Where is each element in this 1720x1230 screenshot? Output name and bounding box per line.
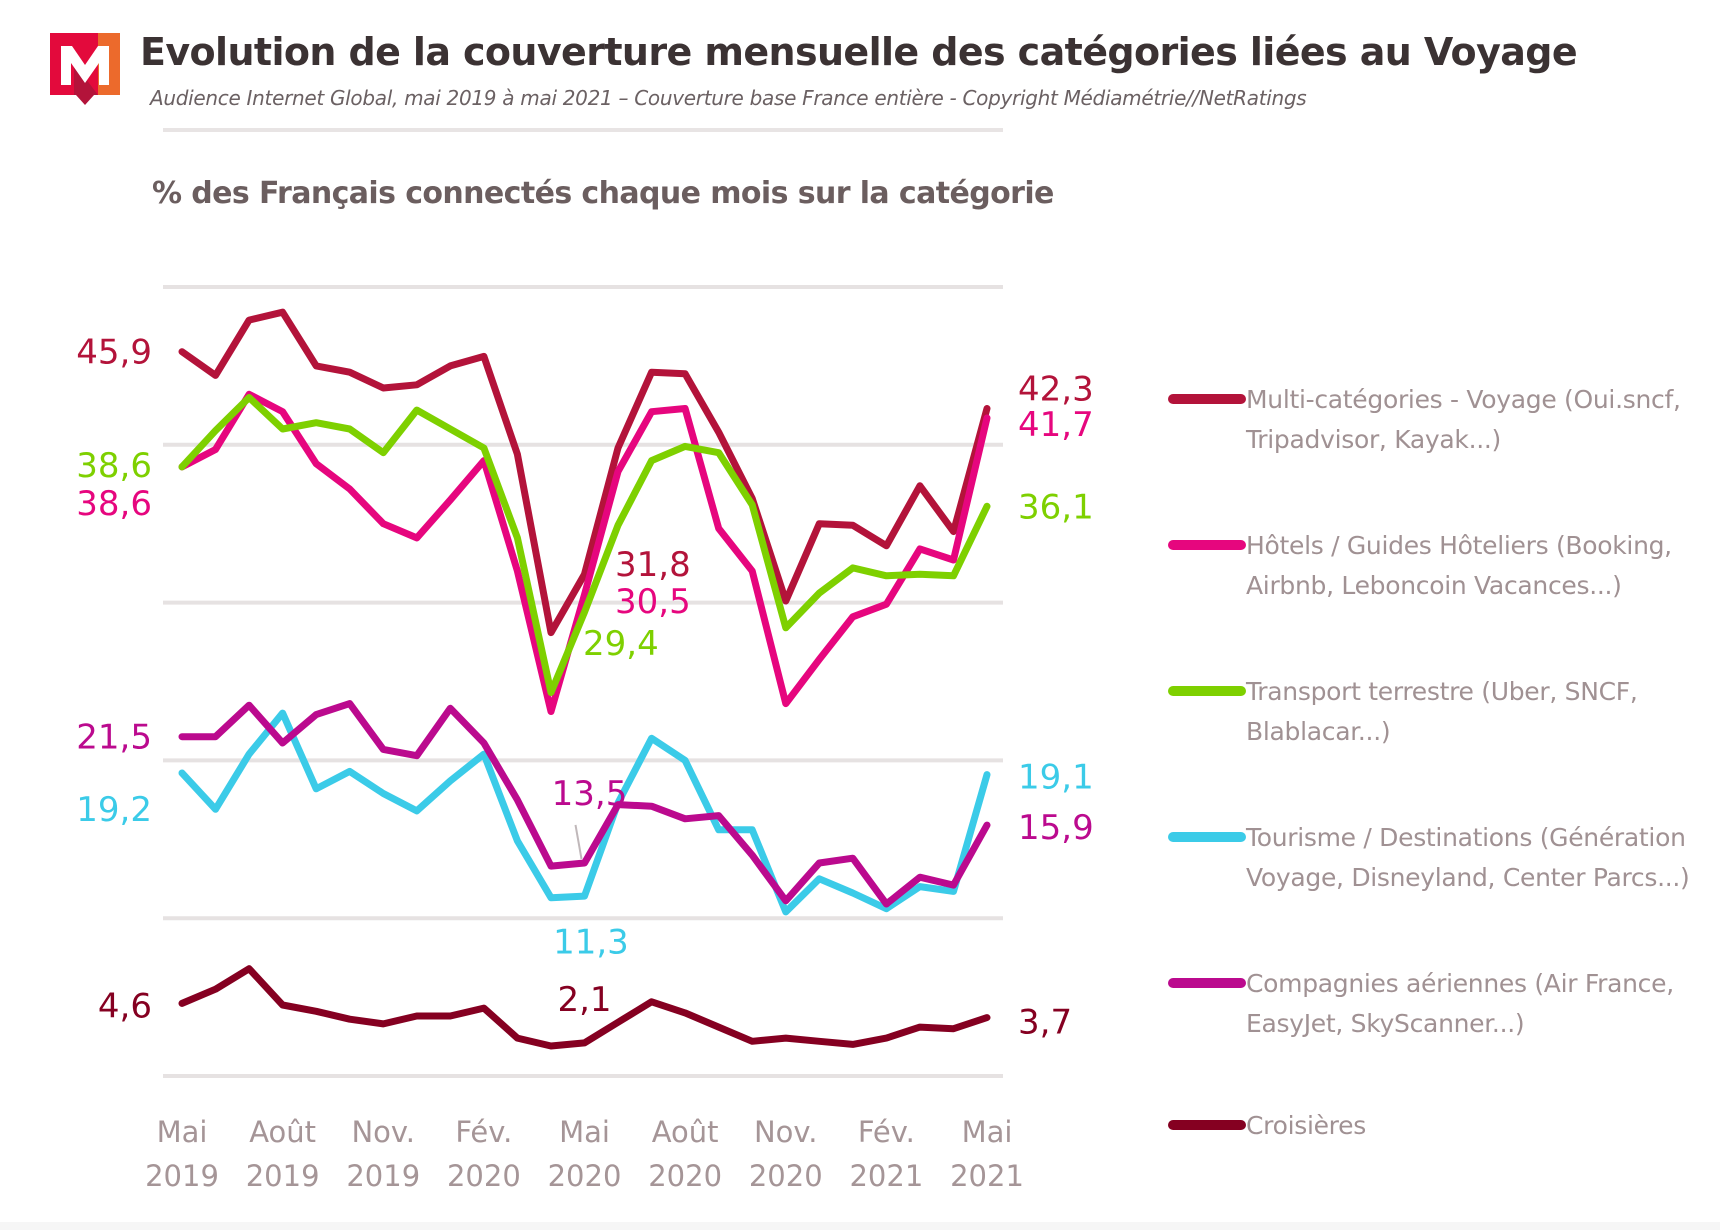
x-tick-label-year: 2020 bbox=[447, 1159, 521, 1193]
data-label: 38,6 bbox=[76, 484, 152, 524]
legend-label: Croisières bbox=[1246, 1111, 1366, 1140]
data-label: 41,7 bbox=[1018, 405, 1094, 445]
series-line-0 bbox=[178, 308, 991, 637]
x-tick-label-month: Mai bbox=[157, 1115, 208, 1149]
series-line-4 bbox=[178, 700, 991, 908]
x-tick-label-year: 2020 bbox=[548, 1159, 622, 1193]
legend-item-tourisme[interactable]: Tourisme / Destinations (Génération Voya… bbox=[1168, 818, 1706, 898]
legend-swatch bbox=[1168, 686, 1246, 696]
data-label: 13,5 bbox=[552, 774, 628, 814]
data-label: 29,4 bbox=[583, 624, 659, 664]
x-axis-ticks: Mai 2019 Août 2019 Nov. 2019 Fév. 2020 Mai 2020 Ao… bbox=[145, 1115, 1024, 1193]
legend-swatch bbox=[1168, 832, 1246, 842]
legend-label: Multi-catégories - Voyage (Oui.sncf, Tri… bbox=[1246, 385, 1681, 454]
x-tick-label-year: 2021 bbox=[849, 1159, 923, 1193]
legend-swatch bbox=[1168, 1120, 1246, 1130]
data-label: 19,2 bbox=[76, 790, 152, 830]
legend-swatch bbox=[1168, 978, 1246, 988]
legend-item-multi-categories[interactable]: Multi-catégories - Voyage (Oui.sncf, Tri… bbox=[1168, 380, 1706, 460]
footer-band bbox=[0, 1222, 1720, 1230]
x-tick-label-year: 2020 bbox=[749, 1159, 823, 1193]
x-tick-label-year: 2019 bbox=[246, 1159, 320, 1193]
data-label: 19,1 bbox=[1018, 758, 1094, 798]
x-tick-label-month: Août bbox=[249, 1115, 316, 1149]
y-axis-title: % des Français connectés chaque mois sur… bbox=[152, 176, 1054, 211]
series-line-2 bbox=[178, 394, 991, 696]
data-label: 2,1 bbox=[557, 980, 611, 1020]
data-label: 38,6 bbox=[76, 446, 152, 486]
data-labels: 45,9 31,8 42,3 38,6 30,5 41,7 38,6 29,4 36,1 19,2… bbox=[76, 333, 1093, 1043]
series-line-5 bbox=[178, 965, 991, 1050]
legend-swatch bbox=[1168, 394, 1246, 404]
x-tick-label-month: Nov. bbox=[351, 1115, 415, 1149]
x-tick-label-month: Mai bbox=[559, 1115, 610, 1149]
x-tick-label-month: Fév. bbox=[858, 1115, 915, 1149]
legend-item-hotels[interactable]: Hôtels / Guides Hôteliers (Booking, Airb… bbox=[1168, 526, 1706, 606]
data-label: 3,7 bbox=[1018, 1003, 1072, 1043]
x-tick-label-year: 2020 bbox=[648, 1159, 722, 1193]
series-lines bbox=[178, 308, 991, 1050]
data-label: 45,9 bbox=[76, 333, 152, 373]
data-label: 4,6 bbox=[98, 986, 152, 1026]
x-tick-label-month: Nov. bbox=[754, 1115, 818, 1149]
data-label: 15,9 bbox=[1018, 808, 1094, 848]
x-tick-label-year: 2019 bbox=[145, 1159, 219, 1193]
x-tick-label-month: Fév. bbox=[455, 1115, 512, 1149]
series-line-1 bbox=[178, 390, 991, 715]
data-label: 42,3 bbox=[1018, 370, 1094, 410]
data-label: 30,5 bbox=[615, 582, 691, 622]
label-leader-line bbox=[574, 824, 583, 860]
data-label: 36,1 bbox=[1018, 487, 1094, 527]
data-label: 11,3 bbox=[553, 923, 629, 963]
legend-label: Tourisme / Destinations (Génération Voya… bbox=[1246, 823, 1690, 892]
legend-label: Transport terrestre (Uber, SNCF, Blablac… bbox=[1246, 677, 1638, 746]
x-tick-label-year: 2021 bbox=[950, 1159, 1024, 1193]
legend-item-croisieres[interactable]: Croisières bbox=[1168, 1106, 1706, 1146]
mediametrie-logo-icon bbox=[50, 33, 120, 105]
legend-item-transport[interactable]: Transport terrestre (Uber, SNCF, Blablac… bbox=[1168, 672, 1706, 752]
series-line-3 bbox=[178, 709, 991, 916]
legend-item-compagnies-aeriennes[interactable]: Compagnies aériennes (Air France, EasyJe… bbox=[1168, 964, 1706, 1044]
data-label: 31,8 bbox=[615, 545, 691, 585]
legend-label: Compagnies aériennes (Air France, EasyJe… bbox=[1246, 969, 1674, 1038]
legend-swatch bbox=[1168, 540, 1246, 550]
legend-label: Hôtels / Guides Hôteliers (Booking, Airb… bbox=[1246, 531, 1672, 600]
data-label: 21,5 bbox=[76, 718, 152, 758]
x-tick-label-month: Mai bbox=[962, 1115, 1013, 1149]
chart-title: Evolution de la couverture mensuelle des… bbox=[140, 30, 1578, 74]
x-tick-label-year: 2019 bbox=[346, 1159, 420, 1193]
header-divider bbox=[163, 128, 1003, 132]
chart-subtitle: Audience Internet Global, mai 2019 à mai… bbox=[150, 86, 1307, 110]
x-tick-label-month: Août bbox=[652, 1115, 719, 1149]
